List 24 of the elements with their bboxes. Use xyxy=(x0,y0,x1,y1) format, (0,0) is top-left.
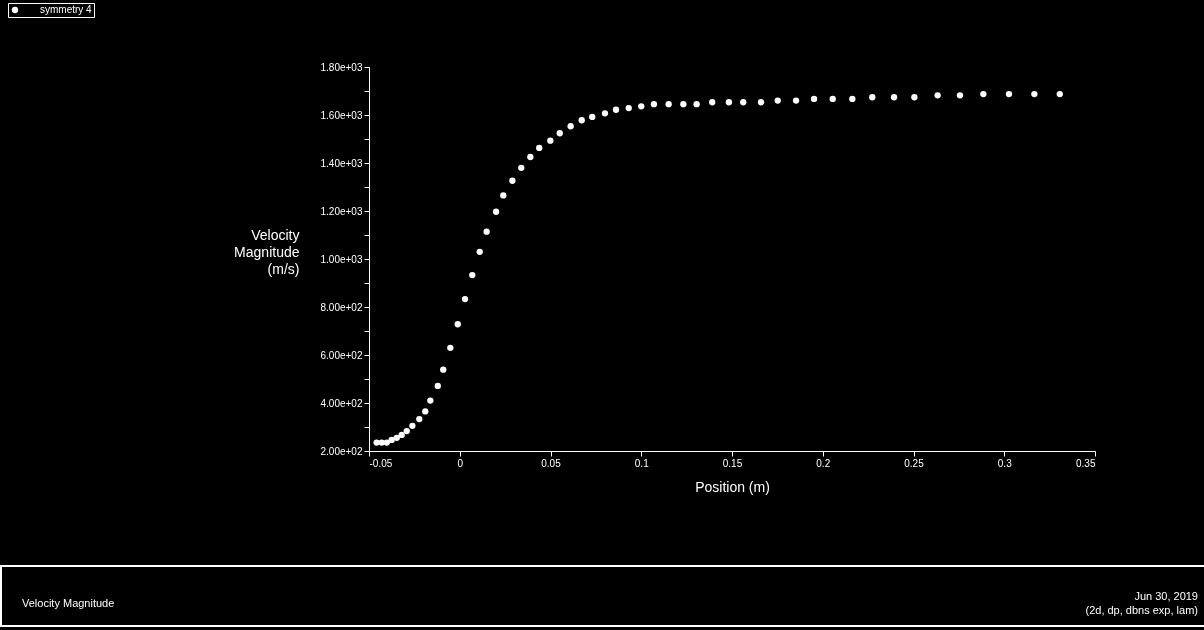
x-tick-label: 0.15 xyxy=(722,457,743,469)
y-axis-title: Velocity Magnitude (m/s) xyxy=(234,226,300,277)
y-tick-label: 4.00e+02 xyxy=(320,397,363,409)
x-tick-label: 0.35 xyxy=(1076,457,1096,469)
text: (2d, dp, dbns exp, lam) xyxy=(1085,603,1198,617)
text: Velocity Magnitude xyxy=(22,597,115,609)
x-tick-label: 0.3 xyxy=(997,457,1013,469)
x-tick-label: 0.05 xyxy=(541,457,562,469)
y-tick-label: 2.00e+02 xyxy=(320,445,363,457)
y-tick-label: 1.40e+03 xyxy=(320,157,363,169)
y-tick-label: 8.00e+02 xyxy=(320,301,363,313)
y-tick-label: 1.20e+03 xyxy=(320,205,363,217)
y-tick-label: 1.00e+03 xyxy=(320,253,363,265)
y-tick-label: 1.80e+03 xyxy=(320,61,363,73)
x-tick-label: 0 xyxy=(457,457,464,469)
y-tick-label: 6.00e+02 xyxy=(320,349,363,361)
text: Jun 30, 2019 xyxy=(1133,589,1198,603)
x-tick-label: -0.05 xyxy=(369,457,393,469)
legend-label: symmetry 4 xyxy=(40,4,93,15)
y-tick-label: 1.60e+03 xyxy=(320,109,363,121)
x-tick-label: 0.25 xyxy=(904,457,925,469)
x-axis-title: Position (m) xyxy=(695,478,770,495)
x-tick-label: 0.1 xyxy=(634,457,650,469)
x-tick-label: 0.2 xyxy=(816,457,831,469)
